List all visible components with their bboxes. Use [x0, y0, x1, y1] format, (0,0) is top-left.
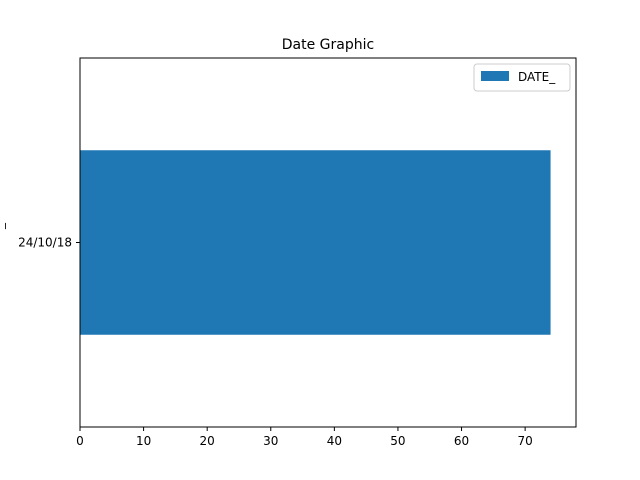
y-axis-label: _ [0, 222, 6, 230]
legend-box [473, 63, 571, 92]
y-tick-label: 24/10/18 [18, 236, 72, 250]
legend-swatch [481, 71, 509, 81]
y-ticks-group: 24/10/18 [18, 236, 80, 250]
x-tick-label: 40 [327, 434, 342, 448]
x-tick-label: 10 [136, 434, 151, 448]
x-tick-label: 20 [200, 434, 215, 448]
x-tick-label: 70 [517, 434, 532, 448]
x-tick-label: 50 [390, 434, 405, 448]
chart-title: Date Graphic [282, 37, 374, 53]
x-tick-label: 60 [454, 434, 469, 448]
legend: DATE_ [473, 63, 571, 92]
legend-label: DATE_ [518, 70, 556, 84]
bars-group [80, 150, 551, 335]
x-ticks-group: 0 10 20 30 40 50 60 70 [76, 427, 533, 448]
x-tick-label: 0 [76, 434, 84, 448]
x-tick-label: 30 [263, 434, 278, 448]
bar [80, 150, 551, 335]
plot-frame [79, 57, 577, 428]
